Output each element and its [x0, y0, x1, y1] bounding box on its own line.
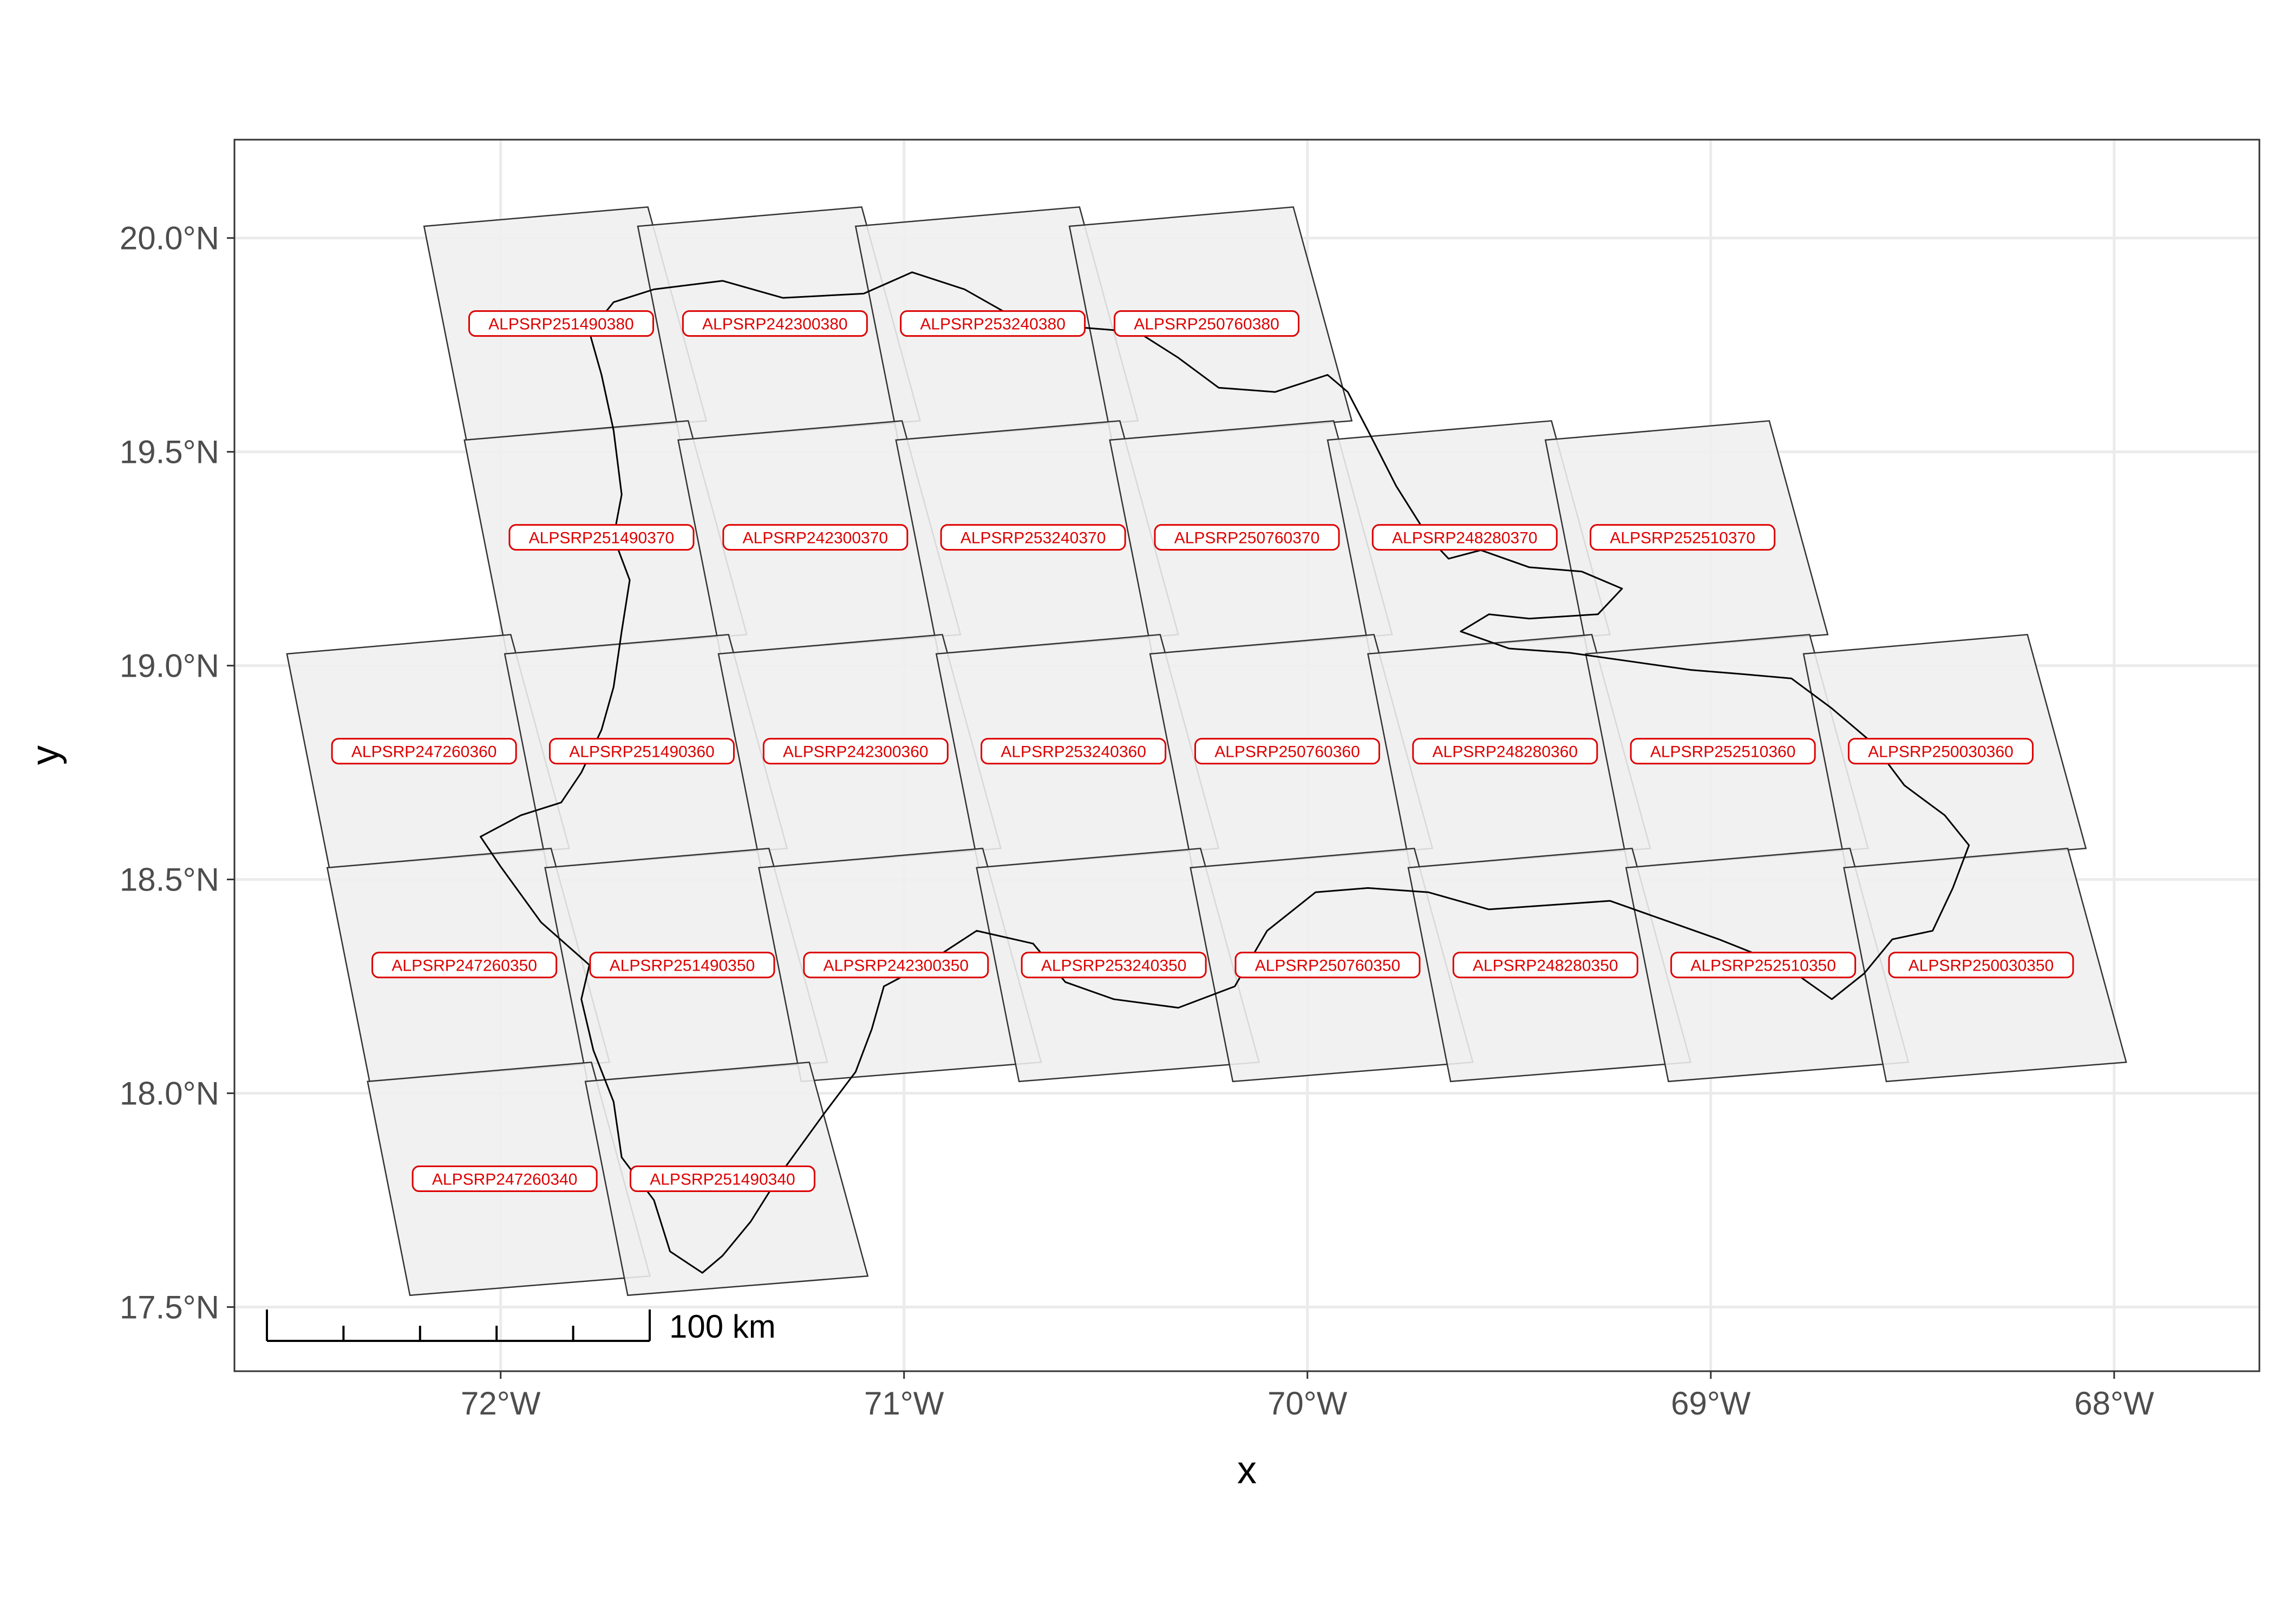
scene-label: ALPSRP250030350 — [1909, 957, 2054, 975]
y-tick-label: 18.5°N — [120, 862, 219, 898]
scene-label: ALPSRP253240380 — [920, 316, 1066, 333]
y-tick-label: 17.5°N — [120, 1289, 219, 1326]
scene-label-box — [1888, 952, 2074, 979]
scene-label-box — [548, 738, 735, 765]
scale-bar-label: 100 km — [669, 1308, 776, 1345]
y-axis-title: y — [24, 745, 67, 765]
island-coastline — [480, 271, 1970, 1274]
scene-label-box — [682, 310, 868, 337]
scene-label: ALPSRP251490350 — [610, 957, 755, 975]
scene-label: ALPSRP247260350 — [391, 957, 537, 975]
scene-label-box — [468, 310, 654, 337]
scene-label: ALPSRP247260340 — [432, 1171, 578, 1189]
scene-label: ALPSRP251490370 — [529, 529, 675, 547]
scene-label-box — [900, 310, 1086, 337]
x-tick-label: 69°W — [1671, 1385, 1751, 1422]
scene-label: ALPSRP252510350 — [1690, 957, 1836, 975]
x-tick-label: 72°W — [461, 1385, 541, 1422]
scene-labels: ALPSRP251490380 ALPSRP242300380 ALPSRP2532… — [331, 310, 2074, 1193]
scene-label: ALPSRP250760370 — [1174, 529, 1320, 547]
scene-label-box — [1847, 738, 2034, 765]
x-tick-label: 71°W — [864, 1385, 944, 1422]
scene-label: ALPSRP250030360 — [1868, 743, 2014, 761]
scene-label: ALPSRP242300350 — [824, 957, 969, 975]
scene-label: ALPSRP248280360 — [1433, 743, 1578, 761]
scene-label-box — [411, 1165, 598, 1193]
scene-label-box — [940, 524, 1126, 551]
scene-label: ALPSRP253240360 — [1001, 743, 1146, 761]
scene-label-box — [331, 738, 517, 765]
scene-label: ALPSRP242300370 — [743, 529, 888, 547]
scene-label-box — [589, 952, 775, 979]
scene-label: ALPSRP250760380 — [1134, 316, 1279, 333]
x-tick-label: 68°W — [2074, 1385, 2154, 1422]
y-axis: 17.5°N 18.0°N 18.5°N 19.0°N 19.5°N 20.0°N — [120, 220, 234, 1326]
y-tick-label: 20.0°N — [120, 220, 219, 257]
y-tick-label: 19.5°N — [120, 434, 219, 470]
scene-label: ALPSRP247260360 — [351, 743, 497, 761]
scale-bar: 100 km — [266, 1308, 776, 1345]
scene-label-box — [1371, 524, 1558, 551]
scene-label: ALPSRP242300380 — [702, 316, 848, 333]
scene-label: ALPSRP248280370 — [1392, 529, 1538, 547]
scene-label-box — [508, 524, 695, 551]
panel-border — [233, 139, 2260, 1372]
scene-label: ALPSRP250760360 — [1214, 743, 1360, 761]
scene-label: ALPSRP252510360 — [1650, 743, 1796, 761]
scene-label-box — [722, 524, 909, 551]
scene-label-box — [1452, 952, 1638, 979]
scene-label-box — [803, 952, 989, 979]
scene-label-box — [981, 738, 1167, 765]
scene-label-box — [1234, 952, 1421, 979]
scene-label: ALPSRP253240370 — [960, 529, 1106, 547]
scene-label: ALPSRP253240350 — [1041, 957, 1187, 975]
scene-label: ALPSRP250760350 — [1255, 957, 1401, 975]
scene-label-box — [629, 1165, 815, 1193]
scene-label: ALPSRP252510370 — [1610, 529, 1755, 547]
scene-label-box — [1670, 952, 1857, 979]
scene-label: ALPSRP251490340 — [650, 1171, 795, 1189]
scene-label-box — [1113, 310, 1299, 337]
y-tick-label: 19.0°N — [120, 648, 219, 684]
x-axis: 72°W 71°W 70°W 69°W 68°W — [461, 1371, 2154, 1422]
x-tick-label: 70°W — [1267, 1385, 1348, 1422]
y-tick-label: 18.0°N — [120, 1076, 219, 1112]
scene-label-box — [371, 952, 558, 979]
scene-label-box — [1630, 738, 1816, 765]
scene-label: ALPSRP251490380 — [488, 316, 634, 333]
scene-label: ALPSRP248280350 — [1473, 957, 1618, 975]
scene-label-box — [1590, 524, 1776, 551]
scene-label-box — [1194, 738, 1381, 765]
scene-label: ALPSRP251490360 — [569, 743, 715, 761]
scene-label-box — [1021, 952, 1207, 979]
scene-label-box — [1154, 524, 1340, 551]
scene-label: ALPSRP242300360 — [783, 743, 929, 761]
scene-label-box — [1412, 738, 1598, 765]
x-axis-title: x — [1237, 1449, 1257, 1492]
scene-label-box — [762, 738, 949, 765]
coastline-layer — [480, 271, 1970, 1274]
